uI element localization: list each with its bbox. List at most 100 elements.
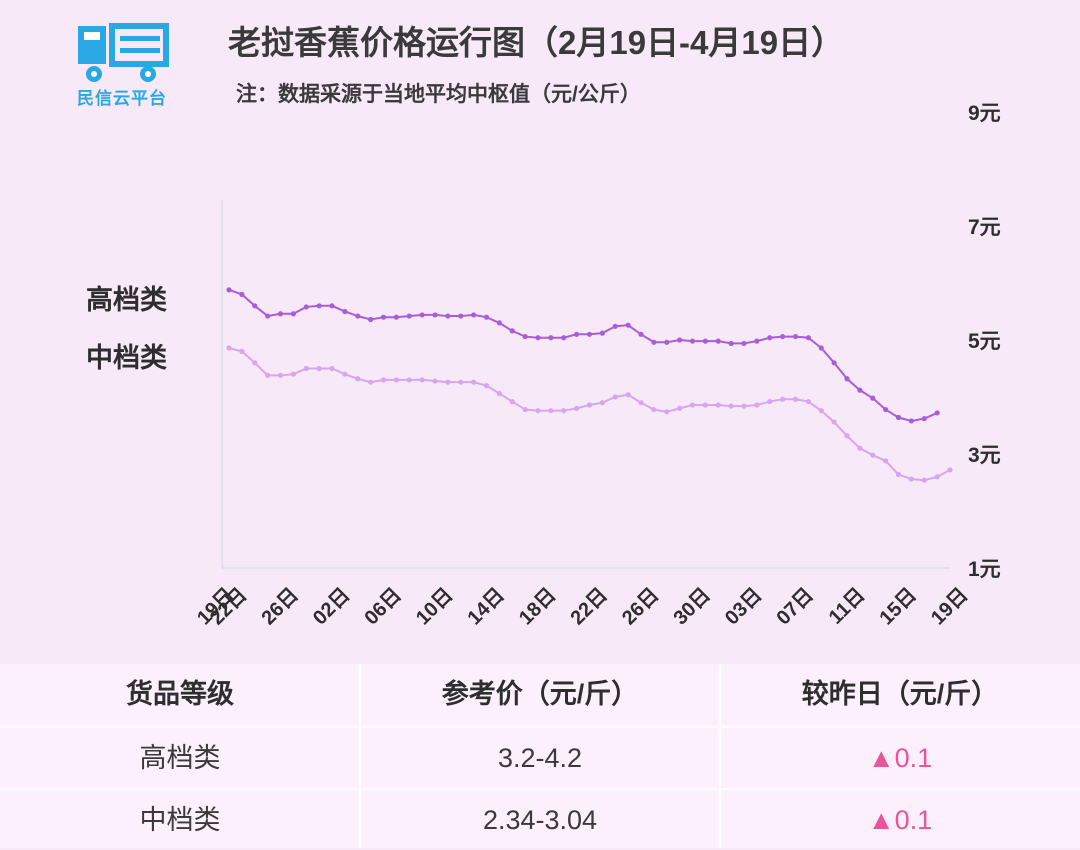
- row-change: ▲0.1: [867, 743, 933, 773]
- row-price: 2.34-3.04: [482, 805, 598, 835]
- data-point: [355, 376, 361, 382]
- data-point: [767, 335, 773, 341]
- logo-text: 民信云平台: [77, 89, 167, 108]
- data-point: [664, 409, 670, 415]
- data-point: [831, 419, 837, 425]
- data-point: [561, 335, 567, 341]
- data-point: [496, 320, 502, 326]
- truck-logo-icon: [78, 23, 169, 82]
- data-point: [908, 476, 914, 482]
- data-point: [471, 379, 477, 385]
- y-tick-label: 3元: [968, 444, 1001, 467]
- data-point: [947, 467, 953, 473]
- data-point: [432, 378, 438, 384]
- data-point: [895, 471, 902, 478]
- table-row: 中档类 2.34-3.04 ▲0.1: [0, 788, 1080, 850]
- data-point: [226, 287, 232, 293]
- data-point: [535, 408, 541, 414]
- x-tick-label: 10日: [412, 584, 457, 629]
- data-point: [239, 348, 245, 354]
- data-point: [329, 365, 335, 372]
- data-point: [818, 408, 824, 414]
- x-tick-label: 03日: [721, 584, 766, 629]
- data-point: [483, 383, 490, 389]
- table-divider: [719, 664, 721, 848]
- data-point: [883, 406, 889, 413]
- data-point: [754, 402, 760, 408]
- data-point: [432, 312, 438, 318]
- data-point: [548, 335, 554, 341]
- data-point: [406, 313, 412, 319]
- series-label-mid: 中档类: [86, 343, 167, 373]
- data-point: [355, 313, 361, 319]
- header-grade: 货品等级: [126, 679, 234, 709]
- data-point: [265, 372, 271, 378]
- data-point: [329, 303, 335, 309]
- data-point: [689, 402, 696, 408]
- data-point: [651, 339, 657, 345]
- data-point: [921, 477, 927, 483]
- y-tick-label: 5元: [968, 330, 1001, 353]
- data-point: [702, 402, 708, 408]
- data-point: [393, 314, 399, 320]
- header-price: 参考价（元/斤）: [441, 679, 639, 709]
- data-point: [509, 398, 515, 405]
- chart-title: 老挝香蕉价格运行图（2月19日-4月19日）: [228, 24, 845, 61]
- data-point: [277, 372, 284, 378]
- data-point: [458, 379, 464, 385]
- data-point: [612, 394, 618, 400]
- data-point: [483, 314, 490, 320]
- data-point: [599, 330, 605, 336]
- data-point: [277, 311, 284, 317]
- data-point: [522, 333, 528, 340]
- data-point: [316, 365, 322, 372]
- data-point: [921, 416, 927, 422]
- data-point: [625, 392, 631, 398]
- data-point: [754, 338, 760, 344]
- data-point: [651, 406, 657, 413]
- data-point: [586, 402, 593, 408]
- data-point: [393, 377, 399, 383]
- data-point: [728, 403, 734, 409]
- data-point: [522, 406, 528, 413]
- data-point: [702, 338, 708, 344]
- data-point: [638, 331, 644, 337]
- data-point: [368, 379, 374, 385]
- x-tick-label: 14日: [463, 584, 508, 629]
- data-point: [741, 403, 747, 409]
- data-point: [780, 396, 786, 402]
- data-point: [574, 405, 580, 411]
- series-line-high: [228, 288, 938, 422]
- data-point: [445, 313, 451, 319]
- data-point: [406, 377, 412, 383]
- data-point: [419, 312, 425, 318]
- data-point: [612, 323, 618, 329]
- data-point: [792, 396, 799, 402]
- data-point: [677, 337, 683, 343]
- table-row: 高档类 3.2-4.2 ▲0.1: [0, 726, 1080, 788]
- x-tick-label: 07日: [772, 584, 817, 629]
- data-point: [895, 414, 902, 421]
- row-change: ▲0.1: [867, 805, 933, 835]
- table-header-row: 货品等级 参考价（元/斤） 较昨日（元/斤）: [0, 664, 1080, 724]
- data-point: [419, 377, 425, 383]
- y-tick-label: 1元: [968, 558, 1001, 581]
- data-point: [342, 371, 348, 377]
- data-point: [509, 328, 515, 334]
- data-point: [342, 308, 348, 315]
- data-point: [844, 433, 850, 439]
- row-price: 3.2-4.2: [497, 743, 583, 773]
- x-tick-label: 11日: [825, 584, 870, 629]
- data-point: [792, 333, 799, 340]
- chart-subtitle: 注：数据采源于当地平均中枢值（元/公斤）: [236, 83, 641, 106]
- data-point: [226, 345, 232, 351]
- row-grade: 高档类: [139, 743, 221, 773]
- data-point: [471, 312, 477, 318]
- data-point: [908, 418, 914, 424]
- data-point: [870, 395, 876, 401]
- data-point: [780, 333, 786, 340]
- x-tick-label: 22日: [566, 584, 611, 629]
- data-point: [870, 452, 876, 458]
- series-label-high: 高档类: [86, 285, 167, 315]
